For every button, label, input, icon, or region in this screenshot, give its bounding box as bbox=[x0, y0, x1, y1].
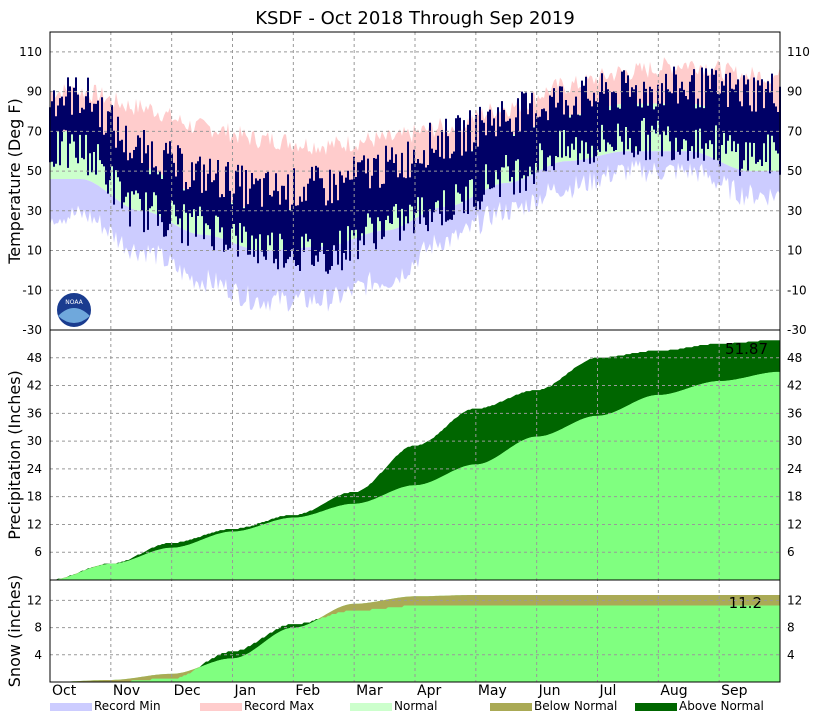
temperature-tick-right: 50 bbox=[787, 164, 802, 178]
snow-tick-left: 8 bbox=[34, 621, 42, 635]
snow-below-normal-area bbox=[50, 595, 780, 682]
precipitation-axis-label: Precipitation (Inches) bbox=[5, 370, 24, 540]
temperature-tick-right: 110 bbox=[787, 45, 810, 59]
legend-swatch bbox=[490, 703, 532, 711]
precipitation-tick-right: 18 bbox=[787, 490, 802, 504]
temperature-tick-left: 10 bbox=[27, 244, 42, 258]
snow-tick-right: 8 bbox=[787, 621, 795, 635]
temperature-tick-right: 10 bbox=[787, 244, 802, 258]
precipitation-tick-right: 42 bbox=[787, 379, 802, 393]
legend-swatch bbox=[50, 703, 92, 711]
legend-swatch bbox=[635, 703, 677, 711]
legend-label: Record Min bbox=[94, 699, 161, 713]
temperature-tick-left: -30 bbox=[22, 323, 42, 337]
legend-label: Record Max bbox=[244, 699, 314, 713]
precipitation-tick-left: 42 bbox=[27, 379, 42, 393]
precipitation-total-label: 51.87 bbox=[725, 340, 768, 358]
temperature-tick-left: 90 bbox=[27, 85, 42, 99]
temperature-tick-left: 70 bbox=[27, 124, 42, 138]
precipitation-tick-left: 36 bbox=[27, 406, 42, 420]
month-label: Sep bbox=[721, 683, 748, 699]
temperature-tick-right: 90 bbox=[787, 85, 802, 99]
snow-total-label: 11.2 bbox=[729, 594, 762, 612]
temperature-axis-label: Temperature (Deg F) bbox=[5, 98, 24, 265]
temperature-tick-left: 30 bbox=[27, 204, 42, 218]
precipitation-tick-right: 6 bbox=[787, 545, 795, 559]
snow-tick-left: 4 bbox=[34, 648, 42, 662]
legend-label: Normal bbox=[394, 699, 437, 713]
precipitation-tick-left: 30 bbox=[27, 434, 42, 448]
precipitation-tick-left: 24 bbox=[27, 462, 42, 476]
month-label: Jul bbox=[599, 683, 617, 699]
precipitation-tick-right: 30 bbox=[787, 434, 802, 448]
month-label: Mar bbox=[356, 683, 383, 699]
snow-tick-right: 12 bbox=[787, 593, 802, 607]
snow-axis-label: Snow (inches) bbox=[5, 575, 24, 687]
month-label: Jan bbox=[234, 683, 257, 699]
snow-tick-left: 12 bbox=[27, 593, 42, 607]
precipitation-tick-right: 48 bbox=[787, 351, 802, 365]
temperature-tick-right: 70 bbox=[787, 124, 802, 138]
month-label: Jun bbox=[538, 683, 561, 699]
legend-swatch bbox=[350, 703, 392, 711]
snow-panel-frame bbox=[49, 579, 781, 683]
month-label: May bbox=[478, 683, 507, 699]
temperature-tick-left: 110 bbox=[19, 45, 42, 59]
noaa-logo-icon: NOAA bbox=[55, 291, 93, 329]
legend-swatch bbox=[200, 703, 242, 711]
month-label: Nov bbox=[113, 683, 140, 699]
precipitation-tick-left: 48 bbox=[27, 351, 42, 365]
month-label: Dec bbox=[174, 683, 201, 699]
precipitation-tick-left: 18 bbox=[27, 490, 42, 504]
precipitation-tick-right: 24 bbox=[787, 462, 802, 476]
temperature-tick-right: 30 bbox=[787, 204, 802, 218]
month-label: Aug bbox=[660, 683, 687, 699]
precipitation-tick-right: 36 bbox=[787, 406, 802, 420]
legend: Record Min Record Max Normal Below Normal Ab… bbox=[50, 699, 764, 713]
precipitation-tick-left: 12 bbox=[27, 517, 42, 531]
month-label: Apr bbox=[417, 683, 441, 699]
chart-title: KSDF - Oct 2018 Through Sep 2019 bbox=[255, 8, 575, 29]
temperature-tick-right: -10 bbox=[787, 283, 807, 297]
month-label: Feb bbox=[295, 683, 320, 699]
precipitation-tick-left: 6 bbox=[34, 545, 42, 559]
legend-label: Above Normal bbox=[679, 699, 764, 713]
month-label: Oct bbox=[52, 683, 77, 699]
legend-label: Below Normal bbox=[534, 699, 617, 713]
logo-text: NOAA bbox=[65, 299, 83, 306]
temperature-tick-right: -30 bbox=[787, 323, 807, 337]
snow-tick-right: 4 bbox=[787, 648, 795, 662]
temperature-tick-left: -10 bbox=[22, 283, 42, 297]
axes: -30 -30 -10 -10 10 10 30 30 50 50 70 70 90 90 110 110 6 6… bbox=[5, 31, 810, 699]
precipitation-tick-right: 12 bbox=[787, 517, 802, 531]
temperature-tick-left: 50 bbox=[27, 164, 42, 178]
